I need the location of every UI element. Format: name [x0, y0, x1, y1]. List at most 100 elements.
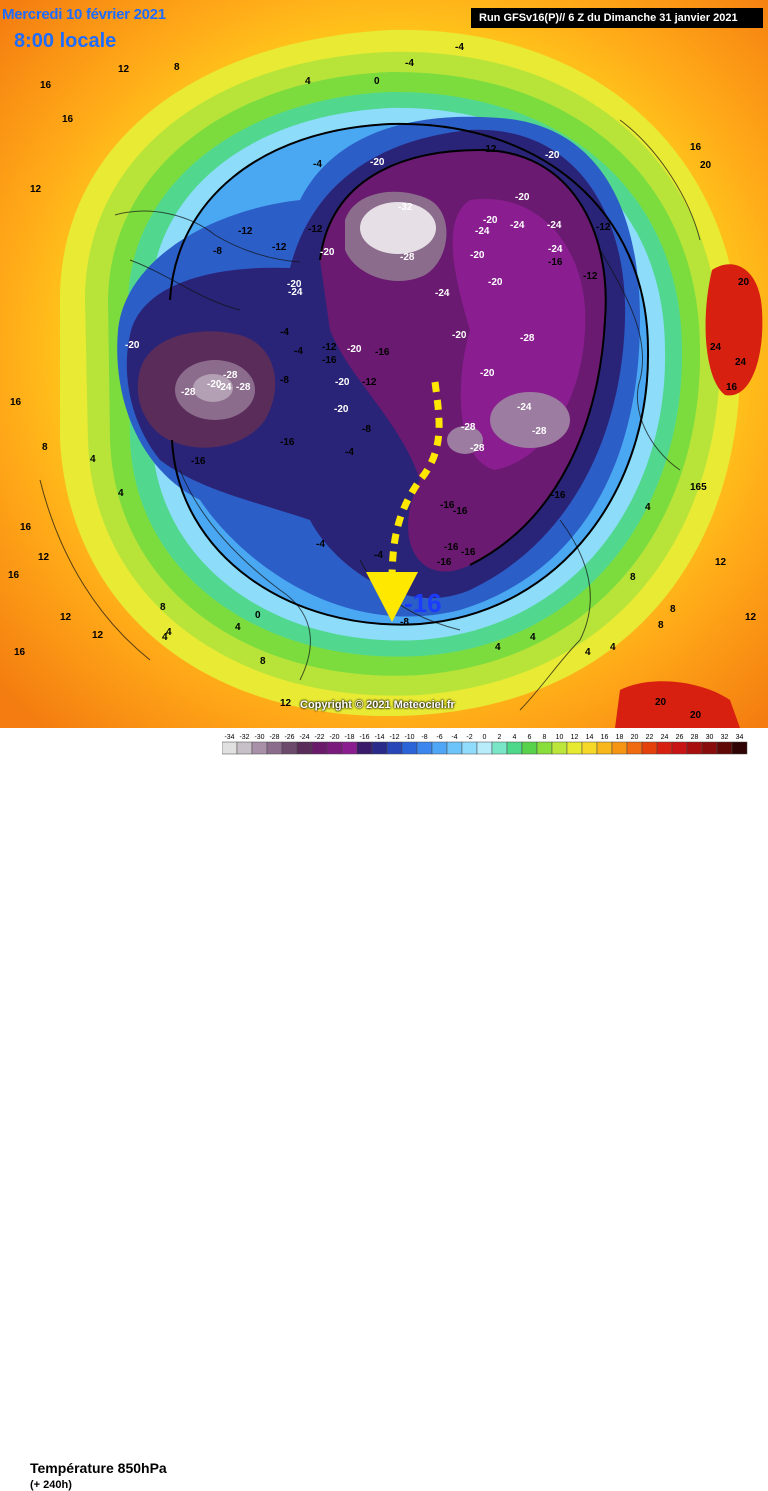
- scale-tick: -8: [421, 734, 427, 741]
- scale-tick: -16: [359, 734, 369, 741]
- isotherm-value: -32: [398, 202, 413, 213]
- isotherm-value: 4: [162, 632, 168, 643]
- isotherm-value: -28: [461, 422, 476, 433]
- scale-tick: 22: [646, 734, 654, 741]
- scale-tick: 16: [601, 734, 609, 741]
- hot-south: [615, 681, 740, 728]
- isotherm-value: 8: [42, 442, 48, 453]
- isotherm-value: 12: [715, 557, 727, 568]
- isotherm-value: -12: [362, 377, 377, 388]
- isotherm-value: 4: [645, 502, 651, 513]
- isotherm-value: -20: [125, 340, 140, 351]
- isotherm-value: 8: [630, 572, 636, 583]
- isotherm-value: -4: [294, 346, 303, 357]
- isotherm-value: -24: [475, 226, 490, 237]
- isotherm-value: -16: [461, 547, 476, 558]
- isotherm-value: -16: [375, 347, 390, 358]
- scale-swatch: [371, 741, 388, 755]
- scale-swatch: [566, 741, 583, 755]
- scale-tick: -28: [269, 734, 279, 741]
- scale-swatch: [656, 741, 673, 755]
- isotherm-value: -24: [548, 244, 563, 255]
- scale-swatch: [461, 741, 478, 755]
- isotherm-value: 4: [235, 622, 241, 633]
- isotherm-value: -8: [213, 246, 222, 257]
- scale-tick: 2: [498, 734, 502, 741]
- isotherm-value: -16: [280, 437, 295, 448]
- isotherm-value: 8: [670, 604, 676, 615]
- scale-swatch: [671, 741, 688, 755]
- scale-swatch: [356, 741, 373, 755]
- isotherm-value: -20: [483, 215, 498, 226]
- scale-swatch: [281, 741, 298, 755]
- forecast-time: 8:00 locale: [14, 30, 117, 52]
- scale-tick: -30: [254, 734, 264, 741]
- scale-tick: 12: [571, 734, 579, 741]
- isotherm-value: -16: [453, 506, 468, 517]
- scale-tick: -22: [314, 734, 324, 741]
- scale-swatch: [686, 741, 703, 755]
- isotherm-value: 0: [374, 76, 380, 87]
- isotherm-value: 16: [62, 114, 74, 125]
- scale-tick: 26: [676, 734, 684, 741]
- isotherm-value: 12: [60, 612, 72, 623]
- scale-tick: 18: [616, 734, 624, 741]
- model-run-info: Run GFSv16(P)// 6 Z du Dimanche 31 janvi…: [471, 8, 763, 28]
- isotherm-value: 4: [90, 454, 96, 465]
- isotherm-value: -8: [362, 424, 371, 435]
- isotherm-value: -4: [345, 447, 354, 458]
- isotherm-value: -20: [470, 250, 485, 261]
- isotherm-value: 16: [20, 522, 32, 533]
- scale-swatch: [296, 741, 313, 755]
- color-scale: -34 -32 -30 -28 -26 -24 -22 -20 -18 -16 -14 -12 -10-…: [222, 734, 748, 755]
- isotherm-value: -20: [335, 377, 350, 388]
- isotherm-value: -20: [370, 157, 385, 168]
- forecast-date: Mercredi 10 février 2021: [2, 6, 166, 23]
- core-west-inner: [193, 374, 233, 402]
- isotherm-value: -28: [520, 333, 535, 344]
- scale-tick: 24: [661, 734, 669, 741]
- isotherm-value: -24: [517, 402, 532, 413]
- isotherm-value: -4: [455, 42, 464, 53]
- scale-swatch: [311, 741, 328, 755]
- temperature-map: 16 16 12 8 12 8 4 16 16 12 16 16 12 8 4 4 12 -4 -4 0 4 -12 -20…: [0, 0, 768, 728]
- isotherm-value: -28: [223, 370, 238, 381]
- isotherm-value: -4: [405, 58, 414, 69]
- scale-swatch: [551, 741, 568, 755]
- scale-tick: -26: [284, 734, 294, 741]
- isotherm-value: -12: [583, 271, 598, 282]
- isotherm-value: 16: [10, 397, 22, 408]
- isotherm-value: 12: [280, 698, 292, 709]
- isotherm-labels: 16 16 12 8 12 8 4 16 16 12 16 16 12 8 4 4 12 -4 -4 0 4 -12 -20…: [8, 42, 757, 721]
- isotherm-value: 16: [40, 80, 52, 91]
- isotherm-value: -12: [308, 224, 323, 235]
- isotherm-value: -16: [191, 456, 206, 467]
- isotherm-value: 4: [495, 642, 501, 653]
- isotherm-value: 12: [745, 612, 757, 623]
- scale-swatch: [236, 741, 253, 755]
- isotherm-value: 16: [726, 382, 738, 393]
- isotherm-value: -12: [322, 342, 337, 353]
- scale-swatch: [431, 741, 448, 755]
- isotherm-value: 20: [700, 160, 712, 171]
- isotherm-value: -28: [400, 252, 415, 263]
- isotherm-value: 8: [160, 602, 166, 613]
- isotherm-value: -8: [400, 617, 409, 628]
- isotherm-value: -20: [488, 277, 503, 288]
- isotherm-value: 165: [690, 482, 707, 493]
- isotherm-value: -20: [515, 192, 530, 203]
- isotherm-value: 12: [38, 552, 50, 563]
- scale-swatch: [446, 741, 463, 755]
- scale-swatch: [251, 741, 268, 755]
- scale-tick: 20: [631, 734, 639, 741]
- scale-tick: -34: [224, 734, 234, 741]
- scale-swatch: [611, 741, 628, 755]
- isotherm-value: 16: [690, 142, 702, 153]
- isotherm-value: 4: [118, 488, 124, 499]
- scale-tick: 34: [736, 734, 744, 741]
- isotherm-value: -24: [217, 382, 232, 393]
- scale-tick: -12: [389, 734, 399, 741]
- legend-footer: Température 850hPa (+ 240h) -34 -32 -30 -28…: [0, 728, 768, 1491]
- isotherm-value: -20: [347, 344, 362, 355]
- scale-tick: 10: [556, 734, 564, 741]
